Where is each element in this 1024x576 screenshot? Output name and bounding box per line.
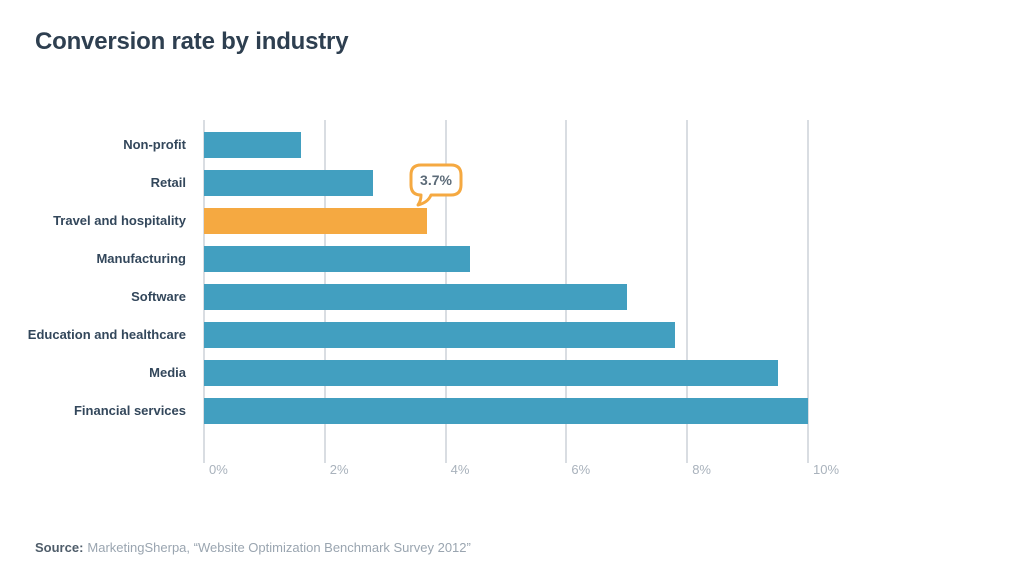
speech-bubble-icon xyxy=(409,163,463,207)
bar-financial-services xyxy=(204,398,808,424)
bar-software xyxy=(204,284,627,310)
x-tick-label: 6% xyxy=(571,462,591,477)
bar-non-profit xyxy=(204,132,301,158)
source-label: Source: xyxy=(35,540,84,555)
category-label-media: Media xyxy=(149,365,186,380)
category-label-non-profit: Non-profit xyxy=(123,137,186,152)
source-line: Source: MarketingSherpa, “Website Optimiz… xyxy=(35,540,471,555)
gridline xyxy=(686,120,689,463)
bar-manufacturing xyxy=(204,246,470,272)
plot-area xyxy=(203,120,809,463)
category-label-travel-and-hospitality: Travel and hospitality xyxy=(53,213,186,228)
gridline xyxy=(807,120,809,463)
category-label-financial-services: Financial services xyxy=(73,403,186,418)
category-label-retail: Retail xyxy=(150,175,186,190)
x-tick-label: 4% xyxy=(450,462,470,477)
bar-media xyxy=(204,360,778,386)
callout-value: 3.7% xyxy=(420,172,452,188)
chart-title: Conversion rate by industry xyxy=(35,28,349,55)
x-tick-label: 10% xyxy=(813,462,840,477)
category-label-software: Software xyxy=(131,289,186,304)
x-tick-label: 8% xyxy=(692,462,711,477)
x-tick-label: 2% xyxy=(329,462,349,477)
category-label-education-and-healthcare: Education and healthcare xyxy=(27,327,186,342)
bar-travel-and-hospitality xyxy=(204,208,428,234)
category-label-manufacturing: Manufacturing xyxy=(96,251,186,266)
value-callout: 3.7% xyxy=(407,162,465,208)
bar-retail xyxy=(204,170,374,196)
source-text: MarketingSherpa, “Website Optimization B… xyxy=(87,540,471,555)
x-tick-label: 0% xyxy=(209,462,228,477)
bar-education-and-healthcare xyxy=(204,322,676,348)
